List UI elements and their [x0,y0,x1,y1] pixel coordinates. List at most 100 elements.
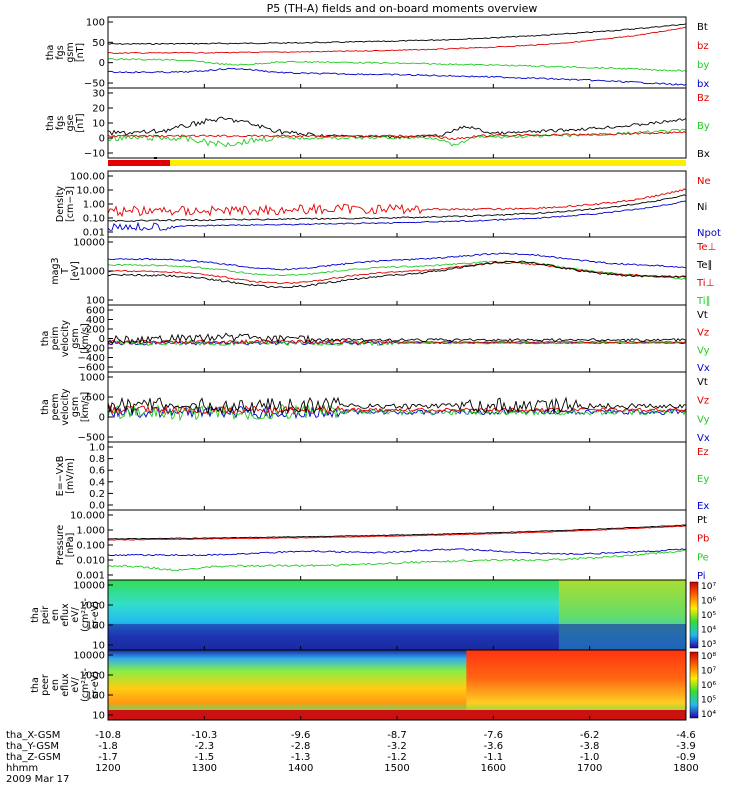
ylabel-peem-velocity: velocity [60,388,71,426]
ylabel-peem-velocity: tha [40,399,51,415]
ytick-fgs-gse: 0 [99,134,105,145]
legend-temperature-Te∥: Te∥ [696,260,713,271]
ytick-efield: 0.6 [89,466,105,477]
panel-elec-spec: 10000 1000 100 10 tha peer en eflux eV/(cm²-s-sr… [30,649,716,722]
panel-ion-spec: 10000 1000 100 10 tha peir en eflux eV/(cm²-s-sr… [30,579,716,652]
ytick-fgs-gsm: 100 [86,18,105,29]
ephem-value: -10.3 [191,730,217,741]
colorbar-tick-elec-spec: 10⁵ [701,696,716,706]
ylabel-peim-velocity: tha [40,331,51,347]
ytick-peem-velocity: 0 [99,413,105,424]
ytick-pressure: 0.100 [76,541,105,552]
trace-pressure-2 [107,548,687,557]
ylabel-peim-velocity: [km/s] [80,323,91,353]
ylabel-ion-spec: peir [40,606,51,625]
colorbar-tick-elec-spec: 10⁶ [701,681,716,691]
trace-pressure-1 [107,525,687,541]
ytick-pressure: 1.000 [76,526,105,537]
frame-temperature [107,236,687,306]
ylabel-fgs-gsm: [nT] [75,43,86,62]
ytick-density: 100.00 [70,172,105,183]
trace-fgs-gsm-3 [107,67,687,86]
ylabel-ion-spec: tha [30,607,41,623]
trace-peem-velocity-2 [107,404,687,416]
legend-pressure-Pt: Pt [697,515,707,526]
ephem-label-y: tha_Y-GSM [6,741,59,752]
ylabel-elec-spec: eV/ [70,676,81,692]
ytick-efield: 0.0 [89,501,105,512]
ephem-value: -2.3 [195,741,215,752]
ytick-temperature: 10000 [73,238,105,249]
legend-peem-velocity-Vx: Vx [697,433,710,444]
electron-spectrogram-late [466,650,686,720]
colorbar-tick-elec-spec: 10⁸ [701,652,716,662]
legend-fgs-gsm-Bt: Bt [697,22,708,33]
legend-pressure-Pi: Pi [697,571,706,582]
ytick-fgs-gse: 20 [92,104,105,115]
ytick-elec-spec: 100 [86,691,105,702]
ytick-fgs-gse: 30 [92,89,105,100]
ylabel-elec-spec: en [50,679,61,691]
trace-temperature-0 [107,252,687,271]
ephem-value: -1.8 [98,741,118,752]
trace-pressure-3 [107,548,687,572]
ylabel-pressure: Pressure [55,525,66,566]
ephem-value: -1.3 [291,752,311,763]
xtick-label: 1600 [481,763,506,774]
ephem-value: -1.2 [387,752,407,763]
ytick-fgs-gsm: −50 [84,79,105,90]
panel-fgs-gse: 30 20 10 0 −10 tha fgs gse [nT] Bz By Bx [45,87,710,160]
panel-temperature: 10000 1000 100 mag3 T [eV] Te⊥ Te∥ Ti⊥ Ti∥ [50,236,716,307]
ylabel-peem-velocity: gsm [70,397,81,417]
trace-temperature-1 [107,260,687,281]
xtick-label: 1400 [288,763,313,774]
ytick-density: 0.10 [83,214,105,225]
ephem-value: -1.7 [98,752,118,763]
ephem-value: -3.9 [676,741,696,752]
ephem-value: -8.7 [387,730,407,741]
ytick-peem-velocity: 1000 [80,373,105,384]
ylabel-efield: E=−VxB [55,456,66,497]
legend-fgs-gse-Bx: Bx [697,149,710,160]
ylabel-temperature: [eV] [70,261,81,281]
ylabel-elec-spec: peer [40,674,51,696]
ytick-peim-velocity: 600 [86,306,105,317]
ylabel-fgs-gse: tha [45,115,56,131]
trace-density-1 [108,194,687,223]
legend-peim-velocity-Vz: Vz [697,328,709,339]
legend-fgs-gsm-bx: bx [697,79,709,90]
ephem-value: -3.8 [580,741,600,752]
panel-density: 100.00 10.00 1.00 0.10 0.01 Density [cm−3] Ne Ni… [55,170,721,239]
colorbar-tick-ion-spec: 10⁴ [701,626,716,636]
ytick-peim-velocity: 200 [86,325,105,336]
ytick-ion-spec: 10000 [73,581,105,592]
frame-peem-velocity [107,371,687,443]
legend-fgs-gsm-by: by [697,60,709,71]
ylabel-peem-velocity: peem [50,394,61,421]
colorbar-tick-elec-spec: 10⁴ [701,710,716,720]
ephemeris-block: tha_X-GSM tha_Y-GSM tha_Z-GSM hhmm 2009 … [6,730,699,785]
ylabel-elec-spec: (cm²-s- [80,668,91,702]
ytick-fgs-gse: −10 [84,149,105,160]
legend-density-Ne: Ne [697,176,711,187]
ylabel-efield: [mV/m] [65,458,76,494]
ytick-fgs-gsm: 50 [92,38,105,49]
trace-temperature-2 [107,262,687,285]
frame-pressure [107,509,687,581]
ephem-value: -1.0 [580,752,600,763]
frame-efield [107,441,687,511]
legend-peem-velocity-Vy: Vy [697,414,710,425]
trace-fgs-gse-2 [107,131,687,140]
ephem-date: 2009 Mar 17 [6,774,69,785]
legend-peim-velocity-Vt: Vt [697,310,708,321]
ylabel-fgs-gse: [nT] [75,113,86,132]
figure-title: P5 (TH-A) fields and on-board moments ov… [267,2,538,15]
flag-bar-red [108,160,170,166]
trace-fgs-gsm-2 [107,57,687,73]
ephem-value: -7.6 [484,730,504,741]
ephem-value: -10.8 [95,730,121,741]
ylabel-elec-spec: tha [30,677,41,693]
ytick-efield: 1.0 [89,443,105,454]
legend-temperature-Ti⊥: Ti⊥ [696,278,714,289]
ephem-label-x: tha_X-GSM [6,730,60,741]
